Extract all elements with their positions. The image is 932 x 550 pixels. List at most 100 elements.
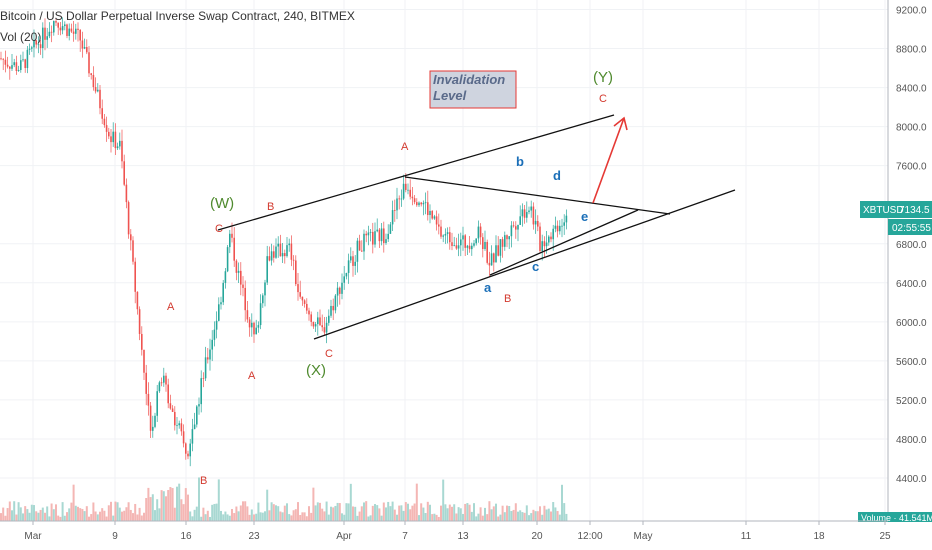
candle-body — [352, 256, 354, 266]
volume-bar — [167, 489, 170, 521]
candle-body — [543, 241, 546, 247]
volume-bar — [543, 505, 546, 521]
volume-indicator-label[interactable]: Vol (20) — [0, 30, 42, 44]
candle-body — [229, 233, 231, 248]
candle-body — [341, 282, 343, 294]
volume-bar — [565, 513, 568, 521]
candle-body — [112, 131, 114, 143]
price-axis[interactable]: 9200.0 8800.0 8400.0 8000.0 7600.0 6800.0 6400… — [858, 0, 932, 523]
price-tick-label: 6800.0 — [896, 240, 927, 251]
candle-body — [385, 239, 387, 244]
volume-bar — [457, 507, 460, 521]
volume-bar — [336, 502, 339, 521]
candle-body — [523, 209, 526, 218]
volume-bar — [123, 510, 126, 521]
candle-body — [125, 184, 128, 203]
candle-body — [101, 108, 103, 119]
candle-body — [59, 27, 62, 31]
volume-bar — [468, 504, 471, 521]
grid — [0, 0, 888, 521]
candle-body — [506, 235, 508, 240]
candle-body — [290, 243, 293, 260]
candle-body — [394, 210, 396, 211]
time-axis[interactable]: Mar 9 16 23 Apr 7 13 20 12:00 May 11 18 25 — [0, 520, 891, 542]
candle-body — [372, 231, 374, 245]
candle-body — [438, 224, 440, 227]
volume-bar — [521, 512, 524, 521]
candle-body — [521, 209, 524, 217]
time-tick-label: 7 — [402, 531, 408, 542]
volume-bar — [374, 504, 376, 521]
invalidation-text-line1: Invalidation — [433, 72, 505, 87]
candle-body — [266, 256, 268, 283]
wave-label-A-low: A — [248, 370, 256, 382]
candle-body — [182, 431, 185, 444]
volume-bar — [162, 491, 165, 521]
candle-body — [211, 339, 213, 350]
candle-body — [429, 210, 431, 216]
candle-body — [202, 378, 205, 379]
volume-bar — [431, 514, 434, 521]
candle-body — [224, 271, 227, 283]
volume-bar — [369, 515, 372, 521]
volume-bar — [116, 502, 119, 521]
volume-bar — [13, 501, 16, 521]
volume-bar — [286, 503, 288, 521]
volume-bar — [99, 511, 101, 521]
volume-bar — [268, 510, 271, 521]
volume-bar — [74, 505, 77, 521]
triangle-lower-line — [489, 209, 639, 276]
volume-bar — [22, 513, 24, 521]
volume-bar — [107, 505, 110, 521]
volume-bar — [409, 509, 412, 521]
candle-body — [288, 243, 290, 246]
candle-body — [28, 48, 31, 50]
volume-bar — [103, 510, 106, 521]
volume-bar — [488, 501, 491, 521]
wave-label-Y: (Y) — [593, 69, 613, 86]
volume-bar — [393, 509, 396, 521]
volume-bar — [132, 513, 134, 521]
volume-bar — [33, 505, 35, 521]
volume-bar — [376, 505, 379, 521]
volume-bar — [261, 512, 264, 521]
candle-body — [468, 245, 471, 250]
candle-body — [185, 443, 187, 454]
time-tick-label: 13 — [457, 531, 469, 542]
volume-bar — [550, 511, 552, 521]
candle-body — [484, 241, 486, 250]
volume-bar — [202, 507, 205, 521]
time-tick-label: 12:00 — [577, 531, 602, 542]
candle-body — [180, 423, 183, 432]
wave-label-b: b — [516, 154, 524, 169]
candle-body — [435, 216, 438, 225]
volume-bar — [228, 515, 231, 521]
volume-bar — [532, 509, 535, 521]
candle-body — [81, 40, 84, 49]
candle-body — [48, 31, 51, 37]
candle-body — [501, 239, 504, 247]
candle-body — [350, 256, 352, 261]
volume-bar — [105, 516, 108, 521]
volume-bar — [479, 507, 482, 521]
volume-bar — [145, 497, 148, 521]
wave-label-W: (W) — [210, 195, 234, 212]
volume-bar — [257, 502, 260, 521]
volume-bar — [8, 501, 11, 521]
candle-body — [273, 251, 275, 258]
candle-body — [422, 202, 425, 205]
candle-body — [526, 212, 528, 218]
volume-bar — [173, 507, 176, 521]
candles — [0, 17, 568, 467]
volume-bar — [195, 506, 198, 521]
volume-bar — [19, 507, 22, 521]
volume-bar — [149, 497, 152, 521]
candle-body — [174, 411, 176, 426]
volume-bar — [46, 506, 49, 521]
candle-body — [486, 241, 488, 263]
invalidation-level-box[interactable]: Invalidation Level — [429, 70, 517, 109]
volume-bar — [558, 514, 561, 521]
volume-bar — [358, 511, 361, 521]
volume-bar — [239, 505, 242, 521]
